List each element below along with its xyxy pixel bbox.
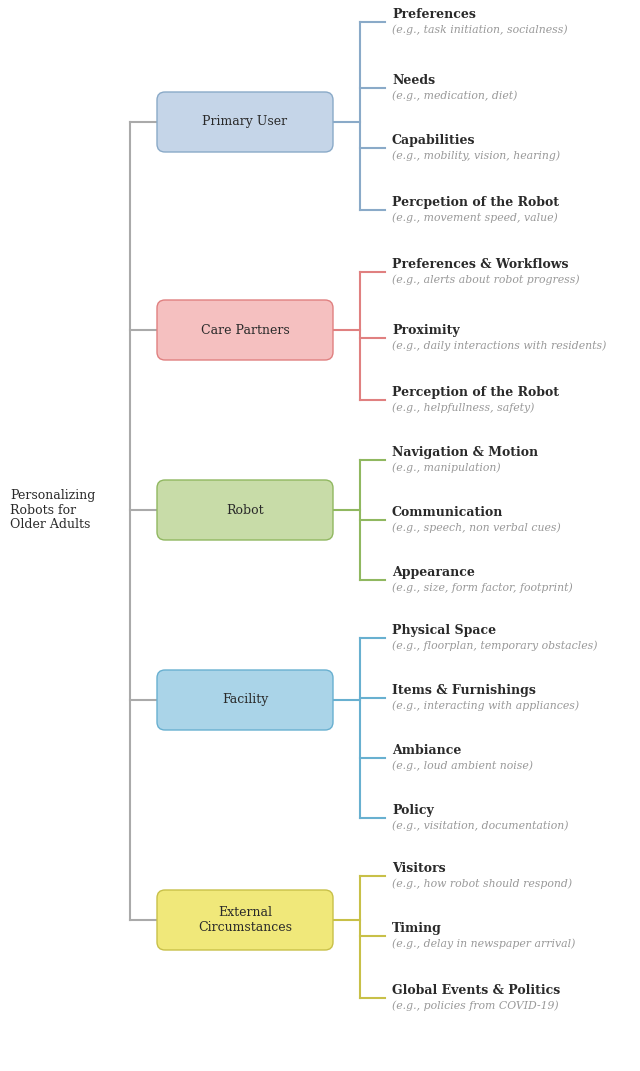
Text: (e.g., daily interactions with residents): (e.g., daily interactions with residents… xyxy=(392,340,606,350)
Text: (e.g., visitation, documentation): (e.g., visitation, documentation) xyxy=(392,820,568,831)
Text: Facility: Facility xyxy=(222,694,268,707)
Text: Capabilities: Capabilities xyxy=(392,134,476,147)
Text: Proximity: Proximity xyxy=(392,325,460,337)
Text: (e.g., task initiation, socialness): (e.g., task initiation, socialness) xyxy=(392,24,568,34)
Text: Preferences & Workflows: Preferences & Workflows xyxy=(392,258,568,271)
Text: Care Partners: Care Partners xyxy=(200,323,289,336)
Text: Preferences: Preferences xyxy=(392,7,476,21)
Text: Visitors: Visitors xyxy=(392,862,445,875)
Text: (e.g., delay in newspaper arrival): (e.g., delay in newspaper arrival) xyxy=(392,938,575,949)
Text: Percpetion of the Robot: Percpetion of the Robot xyxy=(392,196,559,209)
Text: (e.g., how robot should respond): (e.g., how robot should respond) xyxy=(392,878,572,889)
Text: External
Circumstances: External Circumstances xyxy=(198,906,292,934)
Text: (e.g., interacting with appliances): (e.g., interacting with appliances) xyxy=(392,700,579,710)
Text: Policy: Policy xyxy=(392,804,434,817)
Text: (e.g., loud ambient noise): (e.g., loud ambient noise) xyxy=(392,760,533,770)
FancyBboxPatch shape xyxy=(157,480,333,540)
Text: (e.g., manipulation): (e.g., manipulation) xyxy=(392,462,500,472)
Text: Primary User: Primary User xyxy=(202,116,287,129)
Text: Timing: Timing xyxy=(392,922,442,935)
Text: Global Events & Politics: Global Events & Politics xyxy=(392,984,560,997)
Text: (e.g., policies from COVID-19): (e.g., policies from COVID-19) xyxy=(392,1000,559,1011)
FancyBboxPatch shape xyxy=(157,92,333,152)
Text: Perception of the Robot: Perception of the Robot xyxy=(392,386,559,399)
Text: (e.g., medication, diet): (e.g., medication, diet) xyxy=(392,90,517,101)
Text: Robot: Robot xyxy=(226,503,264,516)
Text: Needs: Needs xyxy=(392,74,435,87)
Text: (e.g., size, form factor, footprint): (e.g., size, form factor, footprint) xyxy=(392,582,573,592)
Text: (e.g., speech, non verbal cues): (e.g., speech, non verbal cues) xyxy=(392,522,561,532)
Text: Ambiance: Ambiance xyxy=(392,744,461,757)
FancyBboxPatch shape xyxy=(157,890,333,950)
Text: Navigation & Motion: Navigation & Motion xyxy=(392,446,538,459)
Text: Appearance: Appearance xyxy=(392,565,475,579)
FancyBboxPatch shape xyxy=(157,300,333,360)
Text: Communication: Communication xyxy=(392,506,504,519)
Text: (e.g., alerts about robot progress): (e.g., alerts about robot progress) xyxy=(392,274,580,285)
Text: Physical Space: Physical Space xyxy=(392,624,496,637)
Text: Personalizing
Robots for
Older Adults: Personalizing Robots for Older Adults xyxy=(10,488,95,531)
FancyBboxPatch shape xyxy=(157,670,333,730)
Text: (e.g., helpfullness, safety): (e.g., helpfullness, safety) xyxy=(392,402,534,412)
Text: (e.g., floorplan, temporary obstacles): (e.g., floorplan, temporary obstacles) xyxy=(392,640,598,650)
Text: (e.g., mobility, vision, hearing): (e.g., mobility, vision, hearing) xyxy=(392,150,560,161)
Text: (e.g., movement speed, value): (e.g., movement speed, value) xyxy=(392,212,557,223)
Text: Items & Furnishings: Items & Furnishings xyxy=(392,684,536,697)
